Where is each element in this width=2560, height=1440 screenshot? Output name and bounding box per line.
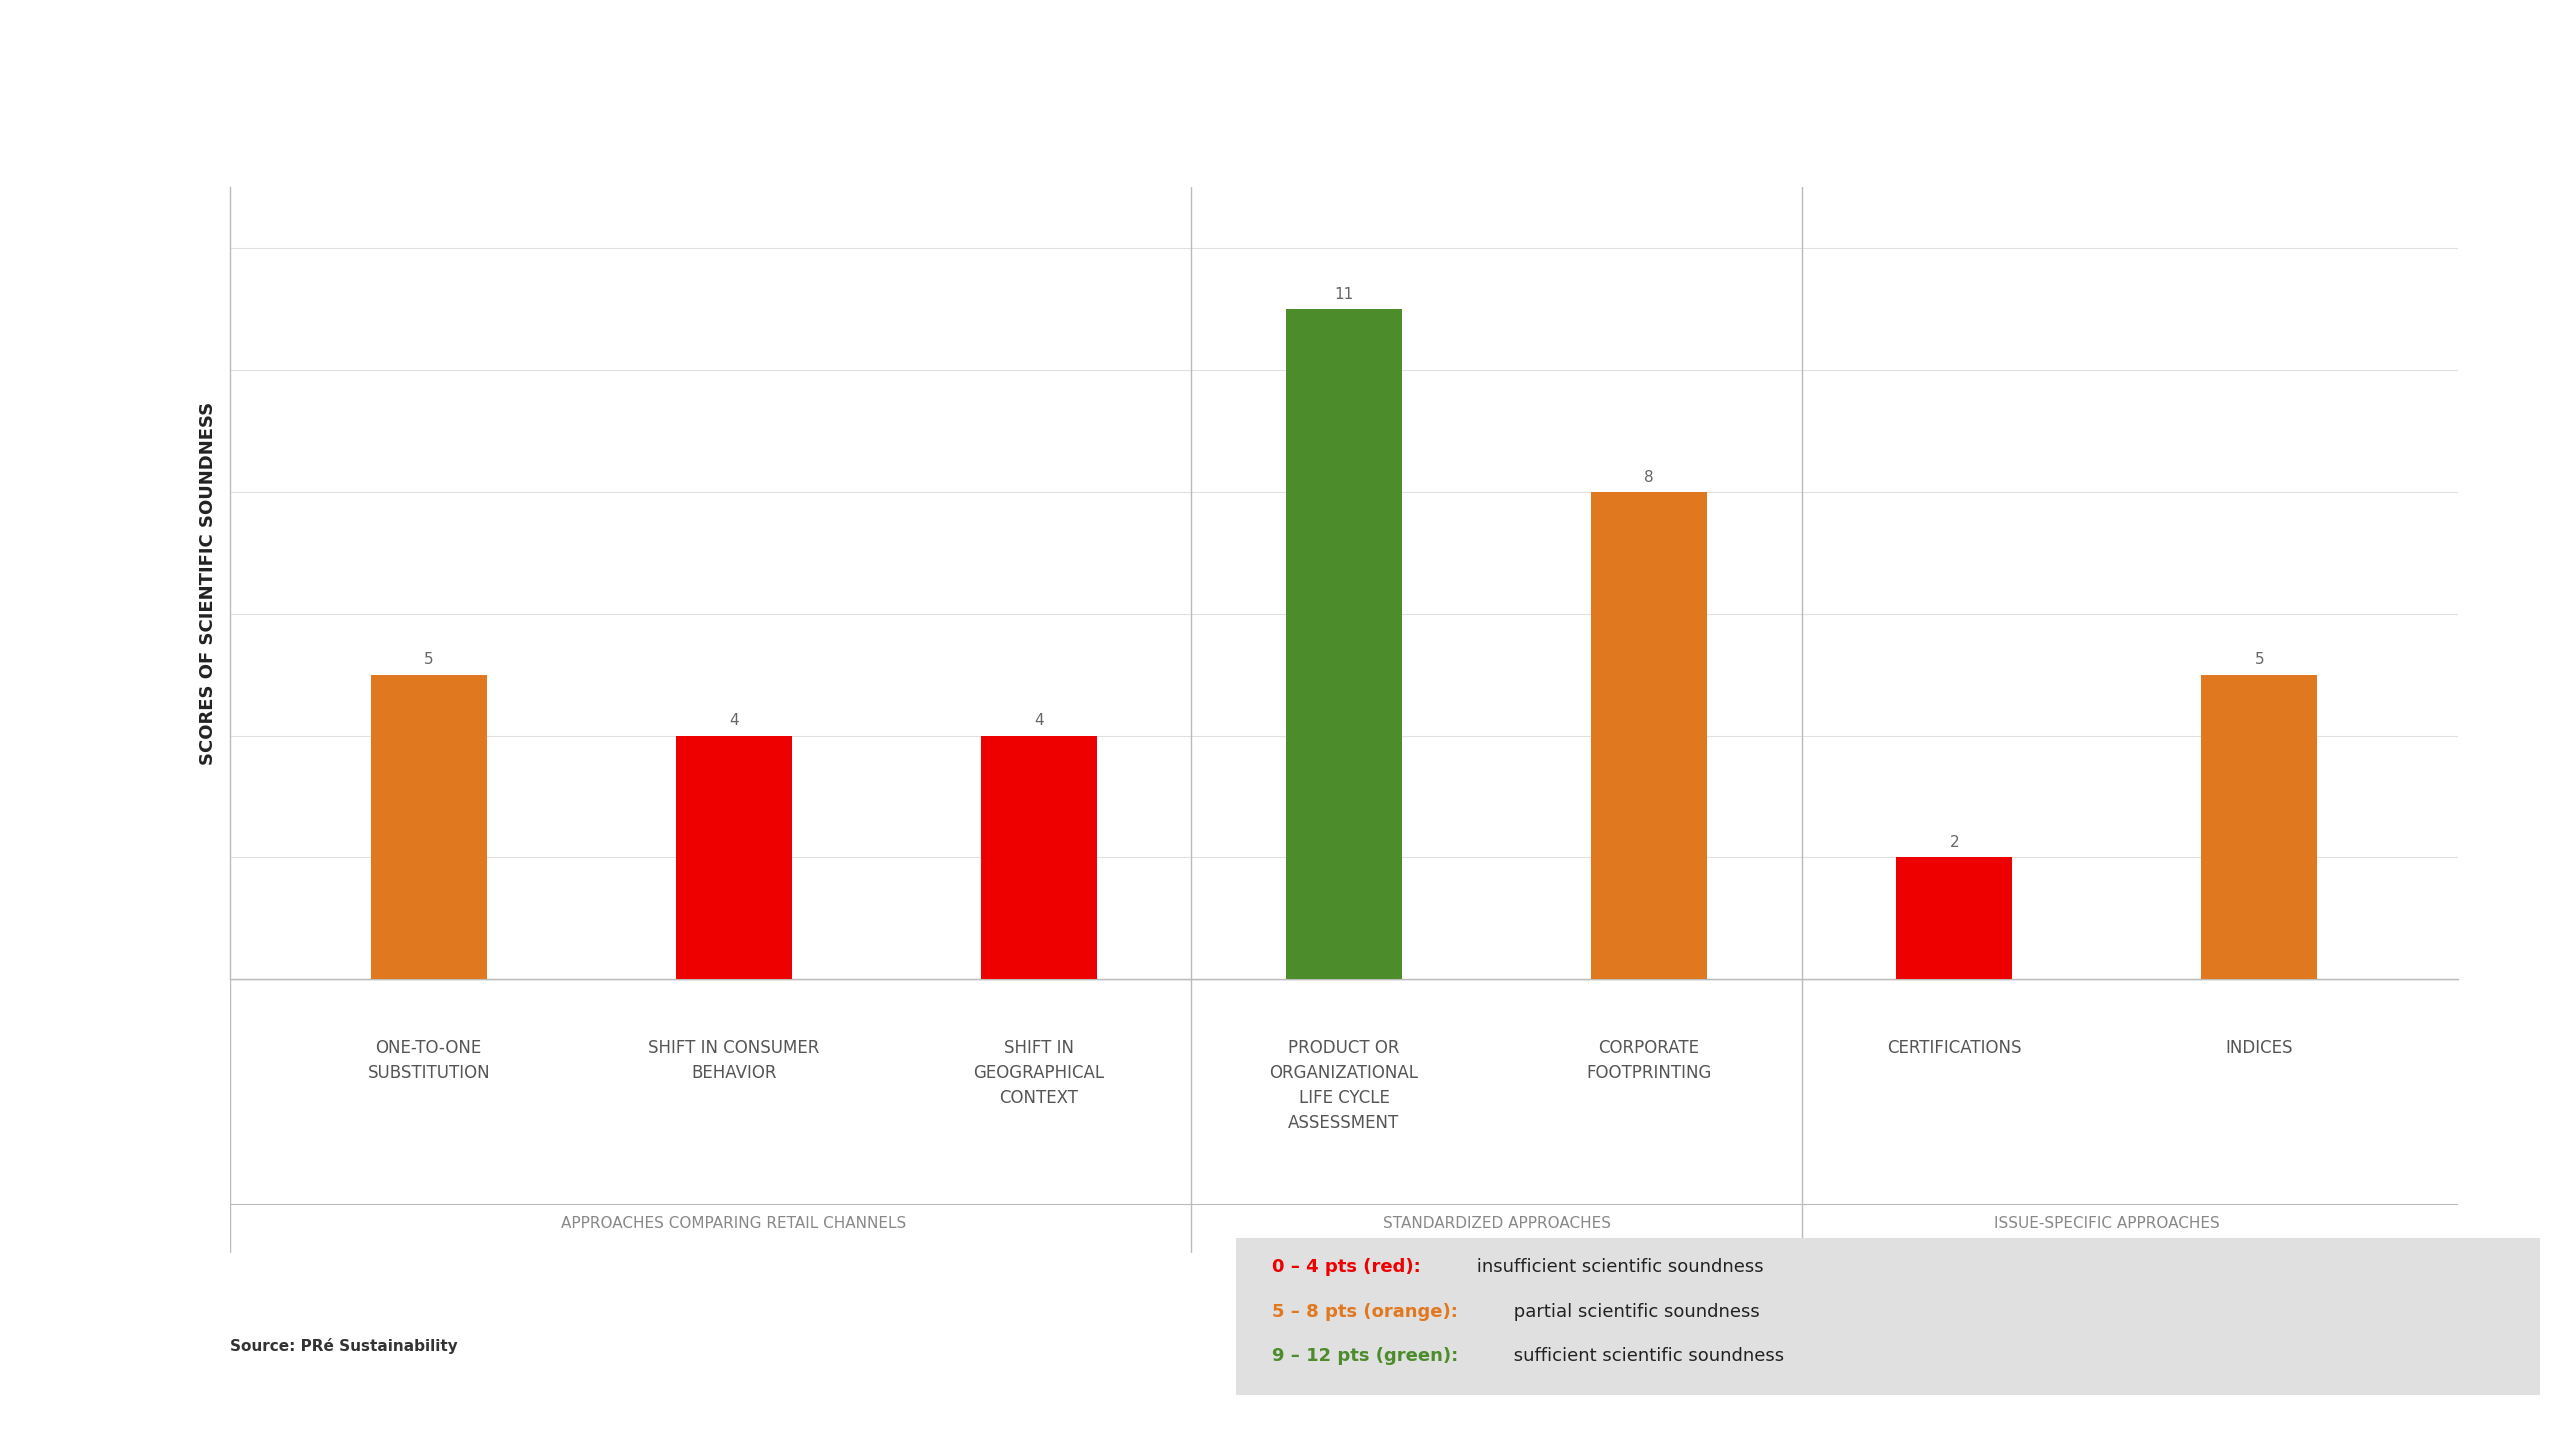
Bar — [980, 736, 1096, 979]
Bar — [676, 736, 791, 979]
Y-axis label: SCORES OF SCIENTIFIC SOUNDNESS: SCORES OF SCIENTIFIC SOUNDNESS — [200, 402, 218, 765]
Text: Source: PRé Sustainability: Source: PRé Sustainability — [230, 1338, 458, 1355]
Text: SHIFT IN CONSUMER
BEHAVIOR: SHIFT IN CONSUMER BEHAVIOR — [648, 1040, 819, 1083]
Text: INDICES: INDICES — [2225, 1040, 2294, 1057]
Text: 0 – 4 pts (red):: 0 – 4 pts (red): — [1272, 1259, 1421, 1276]
Text: 8: 8 — [1644, 469, 1654, 484]
Text: SHIFT IN
GEOGRAPHICAL
CONTEXT: SHIFT IN GEOGRAPHICAL CONTEXT — [973, 1040, 1103, 1107]
Text: partial scientific soundness: partial scientific soundness — [1508, 1303, 1759, 1320]
Text: 5 – 8 pts (orange):: 5 – 8 pts (orange): — [1272, 1303, 1459, 1320]
Text: PRODUCT OR
ORGANIZATIONAL
LIFE CYCLE
ASSESSMENT: PRODUCT OR ORGANIZATIONAL LIFE CYCLE ASS… — [1270, 1040, 1418, 1132]
Bar — [1285, 310, 1403, 979]
Bar — [1592, 492, 1708, 979]
Text: 2: 2 — [1948, 835, 1958, 850]
Text: 4: 4 — [1034, 713, 1044, 729]
Text: 11: 11 — [1334, 287, 1354, 302]
Text: 9 – 12 pts (green):: 9 – 12 pts (green): — [1272, 1348, 1459, 1365]
Text: CERTIFICATIONS: CERTIFICATIONS — [1887, 1040, 2022, 1057]
Text: ISSUE-SPECIFIC APPROACHES: ISSUE-SPECIFIC APPROACHES — [1994, 1215, 2220, 1231]
Text: APPROACHES COMPARING RETAIL CHANNELS: APPROACHES COMPARING RETAIL CHANNELS — [561, 1215, 906, 1231]
Text: sufficient scientific soundness: sufficient scientific soundness — [1508, 1348, 1784, 1365]
Text: insufficient scientific soundness: insufficient scientific soundness — [1472, 1259, 1764, 1276]
Text: 5: 5 — [2255, 652, 2263, 667]
Text: ONE-TO-ONE
SUBSTITUTION: ONE-TO-ONE SUBSTITUTION — [369, 1040, 489, 1083]
Bar — [371, 674, 486, 979]
Text: STANDARDIZED APPROACHES: STANDARDIZED APPROACHES — [1382, 1215, 1610, 1231]
Text: 5: 5 — [425, 652, 433, 667]
Text: CORPORATE
FOOTPRINTING: CORPORATE FOOTPRINTING — [1587, 1040, 1713, 1083]
Text: 4: 4 — [730, 713, 740, 729]
Bar — [2202, 674, 2317, 979]
Bar — [1897, 857, 2012, 979]
